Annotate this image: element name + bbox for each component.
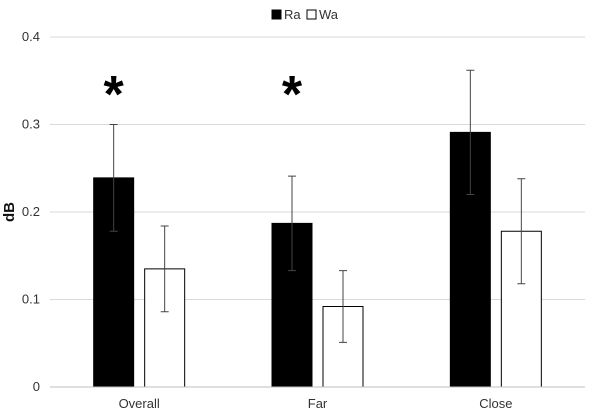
bar-series — [93, 131, 542, 388]
significance-markers: * * — [104, 66, 303, 124]
legend: Ra Wa — [271, 7, 339, 22]
y-tick-labels: 0 0.1 0.2 0.3 0.4 — [22, 29, 40, 394]
legend-swatch-ra — [271, 9, 282, 20]
y-tick-label: 0.2 — [22, 204, 40, 219]
y-axis-title: dB — [1, 202, 18, 222]
y-tick-label: 0 — [33, 379, 40, 394]
legend-swatch-wa — [306, 9, 317, 20]
category-label: Overall — [119, 396, 160, 411]
y-tick-label: 0.4 — [22, 29, 40, 44]
category-label: Close — [479, 396, 512, 411]
category-labels: Overall Far Close — [119, 396, 513, 411]
significance-asterisk: * — [282, 66, 303, 124]
legend-label-ra: Ra — [284, 7, 301, 22]
y-tick-label: 0.1 — [22, 292, 40, 307]
significance-asterisk: * — [104, 66, 125, 124]
category-label: Far — [308, 396, 328, 411]
grid-lines — [50, 36, 585, 300]
y-tick-label: 0.3 — [22, 117, 40, 132]
error-bars — [109, 69, 526, 343]
legend-label-wa: Wa — [319, 7, 339, 22]
